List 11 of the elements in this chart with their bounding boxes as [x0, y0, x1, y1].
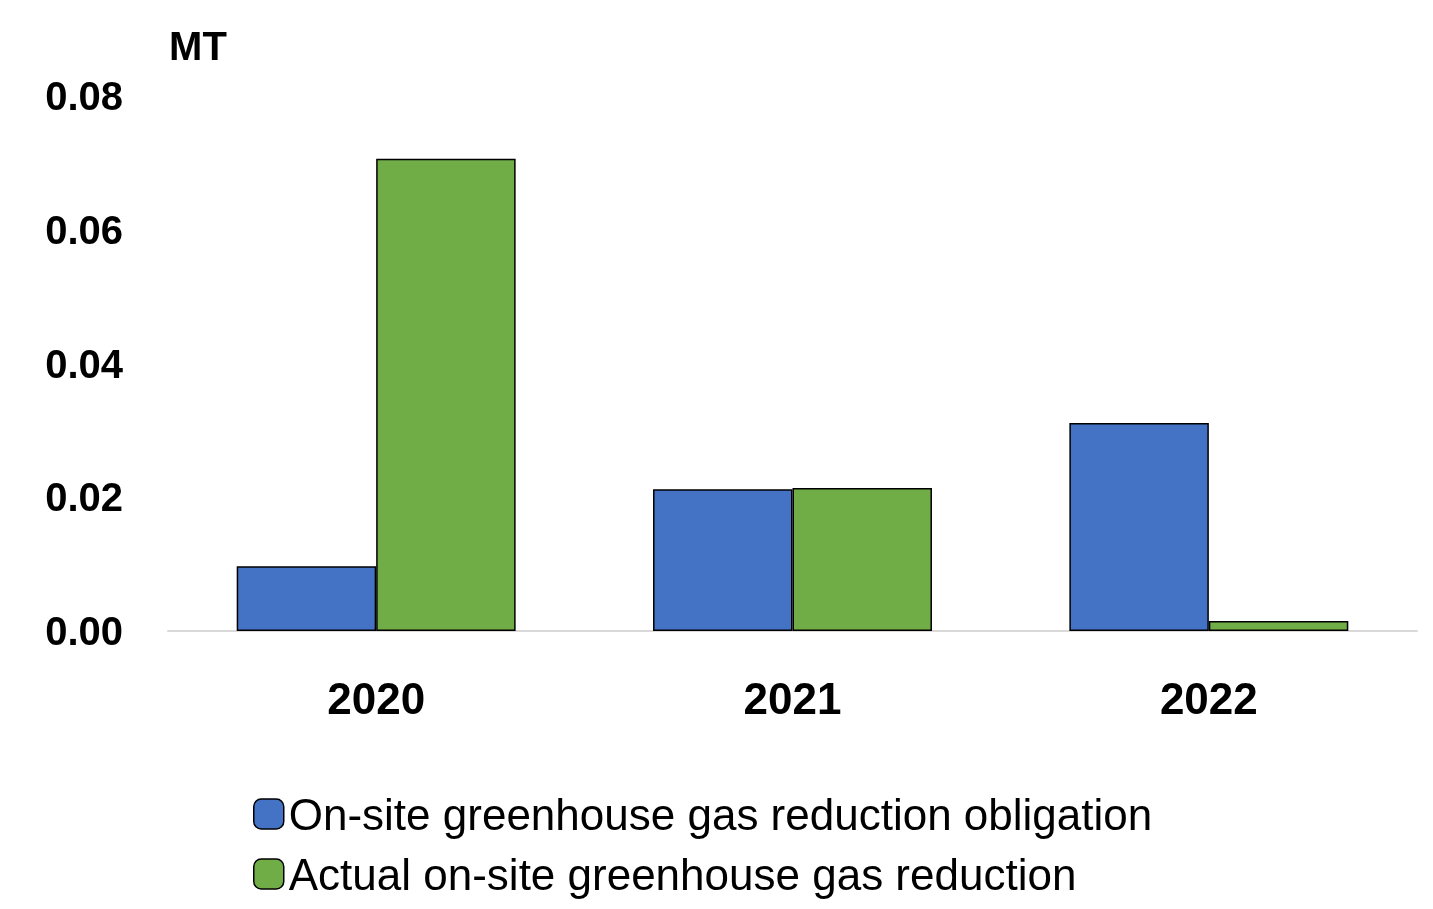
y-tick-label: 0.08	[45, 74, 123, 118]
x-tick-label: 2021	[743, 673, 842, 723]
legend-label: On-site greenhouse gas reduction obligation	[288, 789, 1153, 839]
x-tick-label: 2020	[327, 673, 426, 723]
y-tick-label: 0.06	[45, 207, 123, 252]
y-axis-title: MT	[169, 24, 227, 68]
y-tick-label: 0.00	[45, 609, 123, 653]
y-tick-label: 0.04	[45, 341, 124, 386]
legend-label: Actual on-site greenhouse gas reduction	[288, 849, 1077, 899]
x-tick-label: 2022	[1159, 673, 1258, 723]
y-tick-label: 0.02	[45, 475, 123, 520]
